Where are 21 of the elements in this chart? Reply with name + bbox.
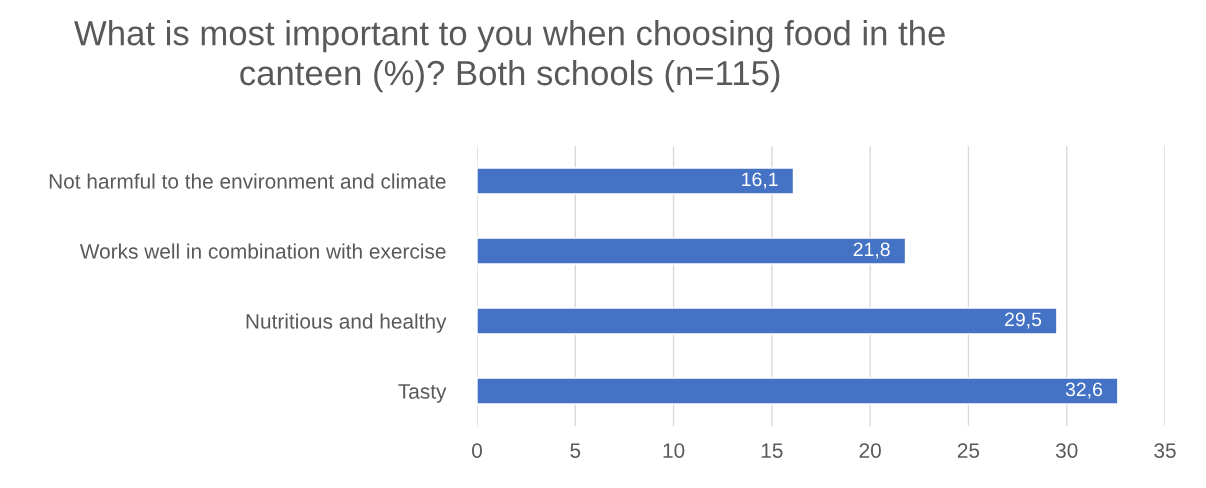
data-label: 29,5 (1005, 312, 1042, 329)
data-label: 32,6 (1065, 382, 1103, 399)
data-label: 21,8 (853, 242, 890, 259)
x-tick-label: 15 (761, 443, 783, 458)
y-tick-label: Not harmful to the environment and climate (49, 173, 446, 189)
y-tick-label: Nutritious and healthy (246, 313, 447, 333)
x-tick-label: 35 (1154, 443, 1176, 458)
data-label: 16,1 (742, 172, 778, 189)
bar (477, 377, 1119, 405)
y-tick-label: Works well in combination with exercise (79, 243, 446, 259)
x-tick-label: 10 (663, 443, 685, 458)
x-tick-label: 5 (570, 443, 581, 458)
x-tick-label: 20 (859, 443, 881, 458)
x-tick-label: 25 (957, 443, 980, 458)
bar (477, 167, 795, 195)
x-tick-label: 0 (472, 443, 482, 458)
bar (477, 307, 1058, 335)
x-tick-label: 30 (1055, 443, 1078, 458)
bar (477, 237, 907, 265)
chart-title: What is most important to you when choosing food in the canteen (%)? Both schools (n=115) (74, 20, 945, 93)
y-tick-label: Tasty (398, 384, 447, 403)
